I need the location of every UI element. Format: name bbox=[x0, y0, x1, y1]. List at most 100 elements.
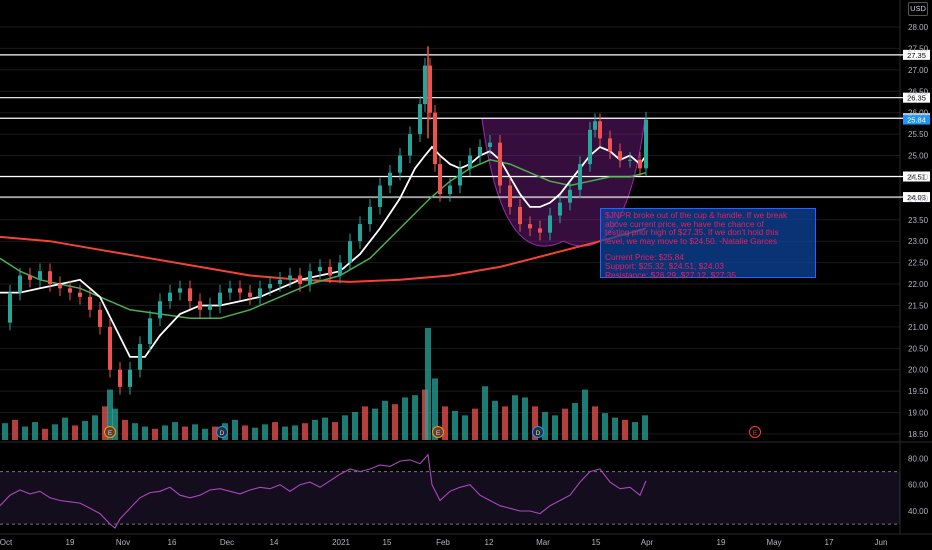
time-tick-label: 2021 bbox=[332, 538, 350, 547]
time-tick-label: 16 bbox=[168, 538, 177, 547]
volume-bar bbox=[102, 406, 108, 440]
time-tick-label: 15 bbox=[592, 538, 601, 547]
currency-label[interactable]: USD bbox=[908, 2, 928, 16]
candle-body bbox=[408, 134, 412, 156]
price-tick-label: 28.00 bbox=[908, 23, 929, 32]
level-tag-label: 26.35 bbox=[907, 94, 926, 103]
time-tick-label: 14 bbox=[270, 538, 279, 547]
time-tick-label: Jun bbox=[875, 538, 888, 547]
price-tick-label: 24.50 bbox=[908, 173, 929, 182]
volume-bar bbox=[512, 395, 518, 440]
price-tick-label: 26.00 bbox=[908, 109, 929, 118]
volume-bar bbox=[522, 397, 528, 440]
time-tick-label: Oct bbox=[0, 538, 13, 547]
candle-body bbox=[258, 288, 262, 297]
volume-bar bbox=[202, 428, 208, 440]
candle-body bbox=[28, 275, 32, 280]
rsi-band bbox=[0, 471, 900, 525]
candle-body bbox=[128, 369, 132, 387]
volume-bar bbox=[382, 400, 388, 440]
candle-body bbox=[178, 288, 182, 293]
event-marker bbox=[749, 426, 761, 438]
candle-body bbox=[578, 164, 582, 190]
volume-bar bbox=[82, 420, 88, 440]
price-tick-label: 22.50 bbox=[908, 259, 929, 268]
volume-bar bbox=[152, 428, 158, 440]
candle-body bbox=[208, 305, 212, 310]
note-line: level, we may move to $24.50. -Natalie G… bbox=[605, 235, 778, 246]
price-axis: 28.00 27.50 27.00 26.50 26.00 25.50 25.00 24.50… bbox=[908, 23, 929, 516]
candle-body bbox=[68, 288, 72, 293]
level-tag bbox=[903, 171, 930, 182]
note-line: testing prior high of $27.35. If we don'… bbox=[605, 227, 779, 238]
candle-body bbox=[328, 266, 332, 276]
volume-bar bbox=[552, 415, 558, 440]
time-tick-label: 19 bbox=[717, 538, 726, 547]
candle-body bbox=[628, 159, 632, 161]
volume-bar bbox=[342, 415, 348, 440]
candle-body bbox=[388, 172, 392, 186]
time-axis: Oct 19 Nov 16 Dec 14 2021 15 Feb 12 Mar 15 Apr 19 May 1… bbox=[0, 538, 887, 547]
volume-bar bbox=[622, 419, 628, 440]
volume-bar bbox=[232, 419, 238, 440]
rsi-tick-label: 40.00 bbox=[908, 507, 929, 516]
time-tick-label: Dec bbox=[220, 538, 234, 547]
price-tick-label: 21.00 bbox=[908, 323, 929, 332]
volume-bar bbox=[322, 417, 328, 440]
volume-bar bbox=[392, 404, 398, 440]
volume-bar bbox=[472, 408, 478, 440]
candle-body bbox=[548, 215, 552, 233]
candle-body bbox=[88, 296, 92, 310]
price-tick-label: 19.50 bbox=[908, 387, 929, 396]
candle-body bbox=[168, 292, 172, 302]
price-tick-label: 20.50 bbox=[908, 344, 929, 353]
level-tag-label: 24.03 bbox=[907, 193, 926, 202]
volume-bar bbox=[162, 425, 168, 440]
price-tick-label: 24.00 bbox=[908, 194, 929, 203]
candle-body bbox=[8, 292, 12, 323]
candle-body bbox=[508, 185, 512, 207]
candle-body bbox=[338, 262, 342, 276]
candle-body bbox=[238, 288, 242, 293]
candle-body bbox=[478, 146, 482, 156]
volume-bar bbox=[272, 422, 278, 440]
candle-body bbox=[348, 241, 352, 263]
price-tick-label: 25.50 bbox=[908, 130, 929, 139]
volume-bar bbox=[92, 415, 98, 440]
volume-bars bbox=[2, 328, 648, 440]
candle-body bbox=[38, 271, 42, 280]
annotation-note[interactable]: $JNPR broke out of the cup & handle. If … bbox=[600, 208, 816, 279]
candle-body bbox=[428, 65, 432, 113]
volume-bar bbox=[462, 415, 468, 440]
volume-bar bbox=[432, 378, 438, 440]
volume-bar bbox=[602, 413, 608, 440]
event-marker-label: D bbox=[220, 430, 225, 437]
candle-body bbox=[593, 121, 597, 130]
volume-bar bbox=[2, 423, 8, 440]
volume-bar bbox=[402, 397, 408, 440]
level-tag-label: 27.35 bbox=[907, 51, 926, 60]
candle-body bbox=[108, 326, 112, 370]
volume-bar bbox=[362, 406, 368, 440]
volume-bar bbox=[442, 406, 448, 440]
candle-body bbox=[538, 228, 542, 233]
volume-bar bbox=[282, 426, 288, 440]
volume-bar bbox=[132, 423, 138, 440]
rsi-tick-label: 60.00 bbox=[908, 481, 929, 490]
candle-body bbox=[598, 121, 602, 139]
volume-bar bbox=[425, 328, 431, 440]
volume-bar bbox=[532, 406, 538, 440]
candle-body bbox=[468, 155, 472, 169]
candle-body bbox=[298, 275, 302, 285]
volume-bar bbox=[62, 417, 68, 440]
volume-bar bbox=[252, 427, 258, 440]
candle-body bbox=[18, 275, 22, 293]
candle-body bbox=[608, 138, 612, 152]
rsi-panel bbox=[0, 453, 900, 529]
candle-body bbox=[644, 119, 648, 169]
grid bbox=[0, 0, 932, 535]
current-price-label: 25.84 bbox=[907, 116, 926, 125]
volume-bar bbox=[32, 422, 38, 440]
volume-bar bbox=[112, 408, 118, 440]
